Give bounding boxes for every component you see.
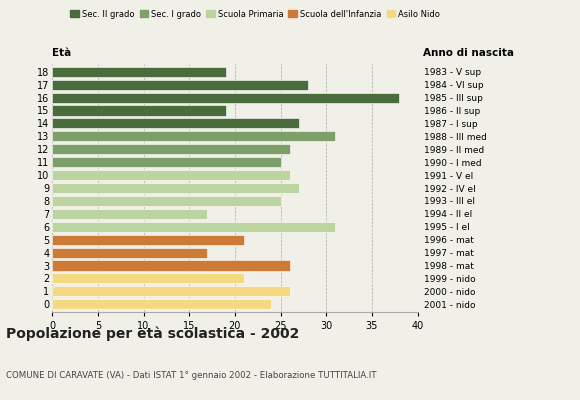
Bar — [52, 80, 308, 90]
Bar — [52, 144, 289, 154]
Bar — [52, 299, 271, 309]
Bar — [52, 260, 289, 270]
Bar — [52, 118, 299, 128]
Bar — [52, 222, 335, 232]
Bar — [52, 131, 335, 141]
Bar — [52, 106, 226, 116]
Bar — [52, 273, 244, 284]
Bar — [52, 286, 289, 296]
Legend: Sec. II grado, Sec. I grado, Scuola Primaria, Scuola dell'Infanzia, Asilo Nido: Sec. II grado, Sec. I grado, Scuola Prim… — [67, 6, 443, 22]
Bar — [52, 92, 399, 103]
Bar — [52, 209, 208, 219]
Bar — [52, 196, 281, 206]
Bar — [52, 170, 289, 180]
Bar — [52, 248, 208, 258]
Text: Anno di nascita: Anno di nascita — [423, 48, 514, 58]
Bar — [52, 183, 299, 193]
Bar — [52, 235, 244, 245]
Text: COMUNE DI CARAVATE (VA) - Dati ISTAT 1° gennaio 2002 - Elaborazione TUTTITALIA.I: COMUNE DI CARAVATE (VA) - Dati ISTAT 1° … — [6, 371, 376, 380]
Text: Età: Età — [52, 48, 71, 58]
Text: Popolazione per età scolastica - 2002: Popolazione per età scolastica - 2002 — [6, 326, 299, 341]
Bar — [52, 67, 226, 77]
Bar — [52, 157, 281, 167]
